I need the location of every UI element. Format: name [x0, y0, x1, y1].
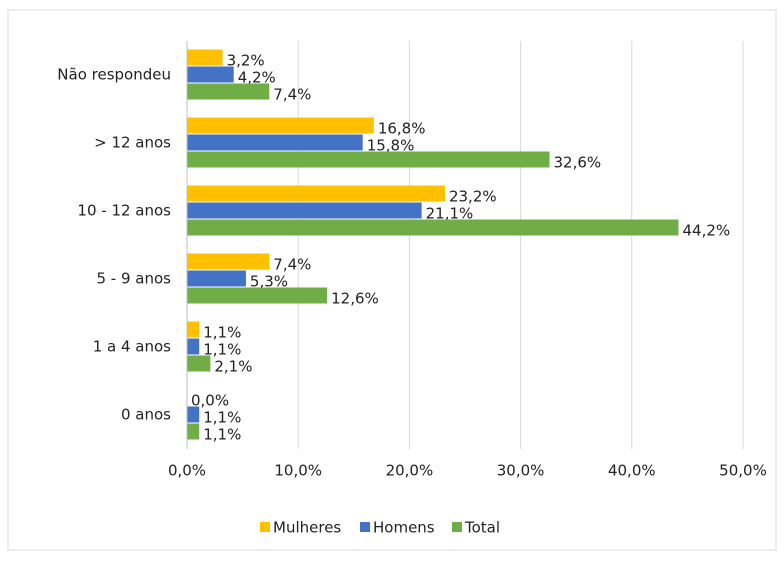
bar: [187, 355, 211, 372]
bar: [187, 253, 270, 270]
data-label: 2,1%: [214, 358, 252, 376]
data-label: 7,4%: [273, 256, 311, 274]
y-tick-label: > 12 anos: [94, 134, 171, 152]
legend-label: Mulheres: [273, 519, 341, 537]
bar: [187, 406, 200, 423]
data-label: 23,2%: [449, 188, 497, 206]
y-tick-label: 1 a 4 anos: [93, 338, 171, 356]
data-label: 15,8%: [367, 137, 415, 155]
data-label: 32,6%: [554, 154, 602, 172]
data-label: 0,0%: [191, 392, 229, 410]
legend-label: Total: [464, 519, 500, 537]
y-tick-label: Não respondeu: [57, 66, 171, 84]
bar: [187, 202, 422, 219]
bar: [187, 83, 270, 100]
data-label: 1,1%: [203, 341, 241, 359]
data-label: 4,2%: [238, 69, 276, 87]
legend-swatch: [360, 522, 370, 532]
y-tick-label: 5 - 9 anos: [97, 270, 172, 288]
x-tick-label: 30,0%: [497, 462, 545, 480]
bar: [187, 338, 200, 355]
bar: [187, 270, 246, 287]
data-label: 1,1%: [203, 426, 241, 444]
x-tick-label: 50,0%: [719, 462, 767, 480]
bar: [187, 151, 550, 168]
chart-border: [7, 9, 777, 551]
data-label: 1,1%: [203, 324, 241, 342]
bar: [187, 117, 374, 134]
data-label: 12,6%: [331, 290, 379, 308]
x-tick-label: 20,0%: [386, 462, 434, 480]
data-label: 16,8%: [378, 120, 426, 138]
bar: [187, 185, 445, 202]
bar: [187, 321, 200, 338]
data-label: 1,1%: [203, 409, 241, 427]
bar: [187, 134, 363, 151]
bar: [187, 423, 200, 440]
bar: [187, 219, 679, 236]
data-label: 3,2%: [227, 52, 265, 70]
data-label: 44,2%: [683, 222, 731, 240]
bar: [187, 66, 234, 83]
legend-swatch: [260, 522, 270, 532]
data-label: 7,4%: [273, 86, 311, 104]
bar: [187, 49, 223, 66]
bar: [187, 287, 328, 304]
data-label: 5,3%: [250, 273, 288, 291]
x-tick-label: 0,0%: [168, 462, 206, 480]
x-tick-label: 10,0%: [274, 462, 322, 480]
y-tick-label: 0 anos: [121, 406, 171, 424]
x-tick-label: 40,0%: [608, 462, 656, 480]
data-label: 21,1%: [426, 205, 474, 223]
legend-swatch: [452, 522, 462, 532]
legend-label: Homens: [373, 519, 435, 537]
y-tick-label: 10 - 12 anos: [77, 202, 171, 220]
